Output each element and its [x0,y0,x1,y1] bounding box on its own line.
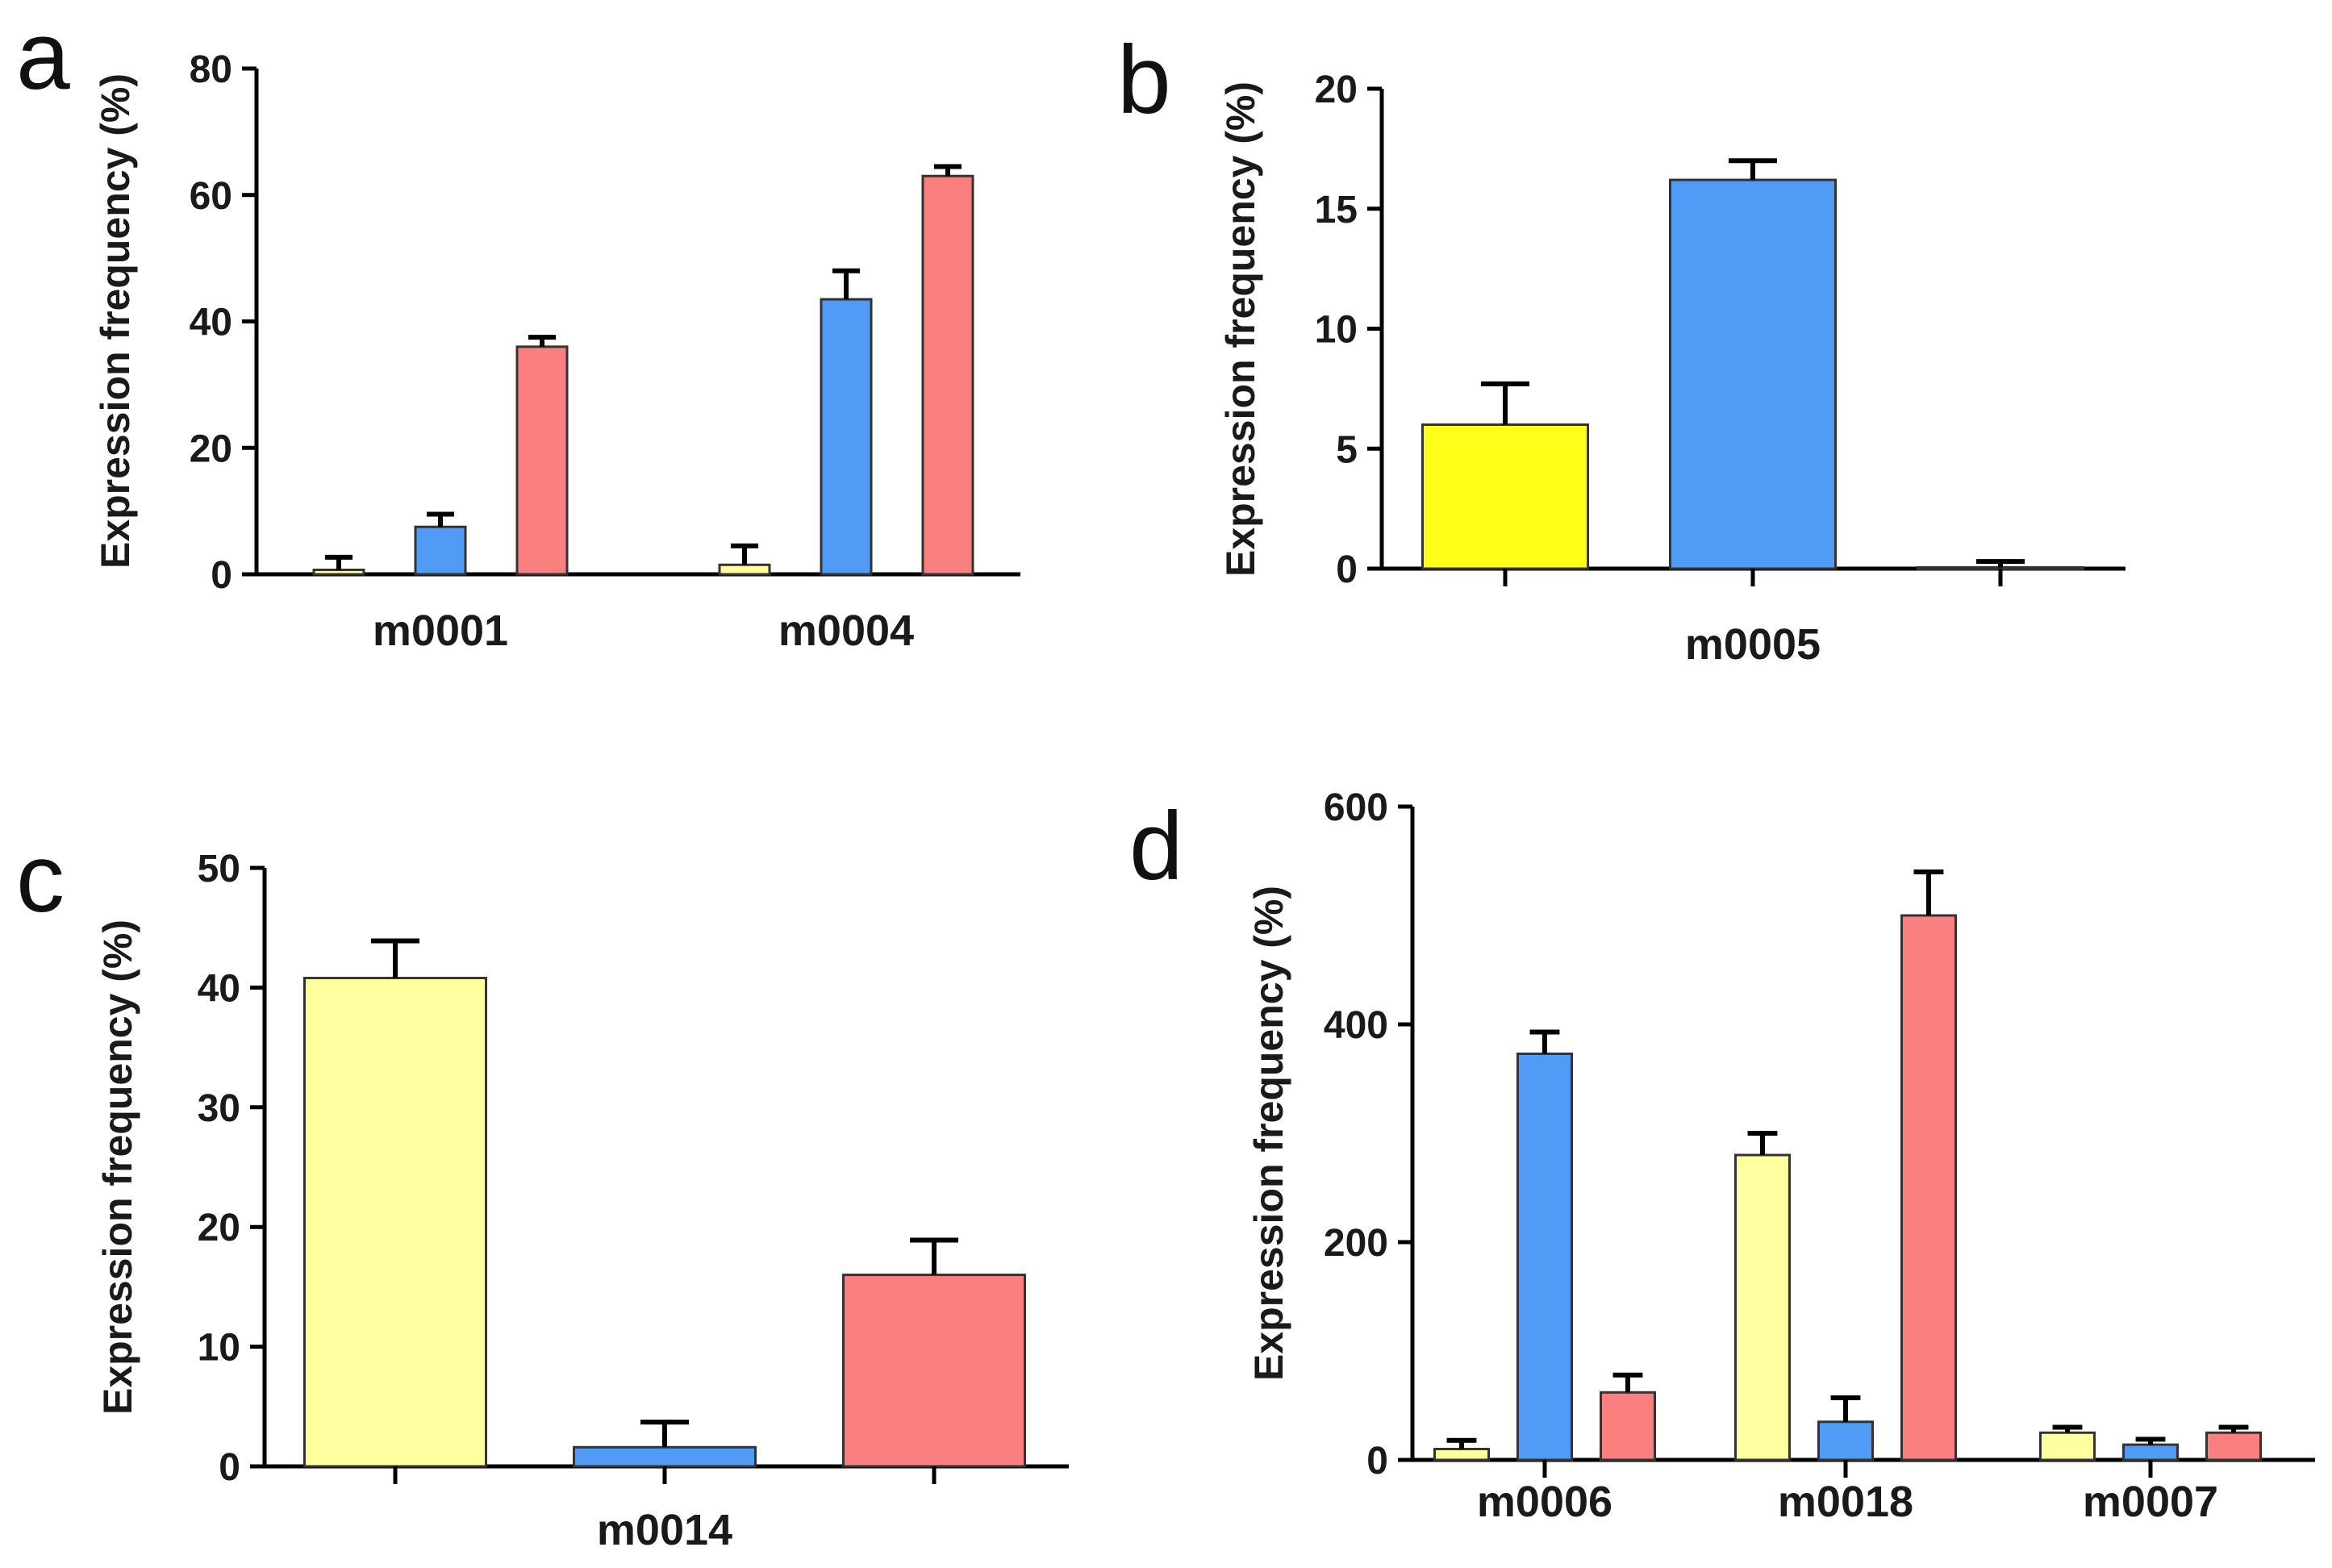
y-tick-label: 80 [190,48,232,91]
category-label: m0004 [778,607,914,655]
panel-letter: d [1129,792,1183,900]
category-label: m0018 [1778,1478,1913,1526]
category-label: m0001 [373,607,508,655]
bar [1516,1052,1573,1462]
bar [921,174,974,576]
bar [312,569,365,576]
bar [515,345,569,576]
y-tick-label: 5 [1336,428,1358,471]
y-tick-label: 0 [1366,1440,1388,1483]
y-tick-label: 600 [1324,786,1388,829]
bar [718,563,771,576]
y-axis-title: Expression frequency (%) [95,920,140,1415]
panel-b: b Expression frequency (%) 0 5 10 15 20 m0005 [1117,26,2125,669]
panel-d: d Expression frequency (%) 0 200 400 600 m0006… [1129,786,2315,1526]
bar [2039,1431,2096,1462]
bar [1669,178,1837,570]
panel-letter: a [16,2,70,110]
bar [820,298,873,576]
bar [573,1445,757,1468]
panel-c: c Expression frequency (%) 0 10 20 30 40 50 m001… [16,824,1069,1554]
bar [1433,1448,1490,1462]
y-axis-title: Expression frequency (%) [1246,886,1291,1381]
category-label: m0006 [1477,1478,1612,1526]
panel-letter: c [16,824,65,932]
y-tick-label: 20 [1315,69,1358,111]
y-tick-label: 400 [1324,1004,1388,1047]
bar [2122,1443,2179,1462]
y-axis-title: Expression frequency (%) [93,73,138,569]
bar [1817,1420,1874,1462]
category-label: m0014 [597,1506,732,1554]
y-tick-label: 30 [198,1087,240,1130]
bar [1900,914,1957,1462]
panel-a: a Expression frequency (%) 0 20 40 60 80 m0001 m… [16,2,1020,655]
y-axis-title: Expression frequency (%) [1218,81,1263,577]
y-tick-label: 200 [1324,1222,1388,1265]
panel-letter: b [1117,26,1171,134]
bar [1600,1391,1656,1462]
y-tick-label: 40 [190,302,232,344]
y-tick-label: 10 [1315,309,1358,352]
bar [1734,1153,1791,1462]
y-tick-label: 60 [190,175,232,218]
category-label: m0007 [2083,1478,2218,1526]
y-tick-label: 50 [198,848,240,890]
y-tick-label: 0 [211,554,232,597]
y-tick-label: 0 [219,1446,240,1489]
category-label: m0005 [1685,620,1821,669]
y-tick-label: 0 [1336,548,1358,591]
bar [842,1274,1026,1468]
y-tick-label: 10 [198,1327,240,1370]
y-tick-label: 15 [1315,189,1358,231]
bar [414,525,467,576]
y-tick-label: 40 [198,967,240,1010]
y-tick-label: 20 [198,1207,240,1249]
bar [303,977,487,1468]
bar [2205,1431,2262,1462]
y-tick-label: 20 [190,427,232,470]
bar [1421,423,1589,570]
